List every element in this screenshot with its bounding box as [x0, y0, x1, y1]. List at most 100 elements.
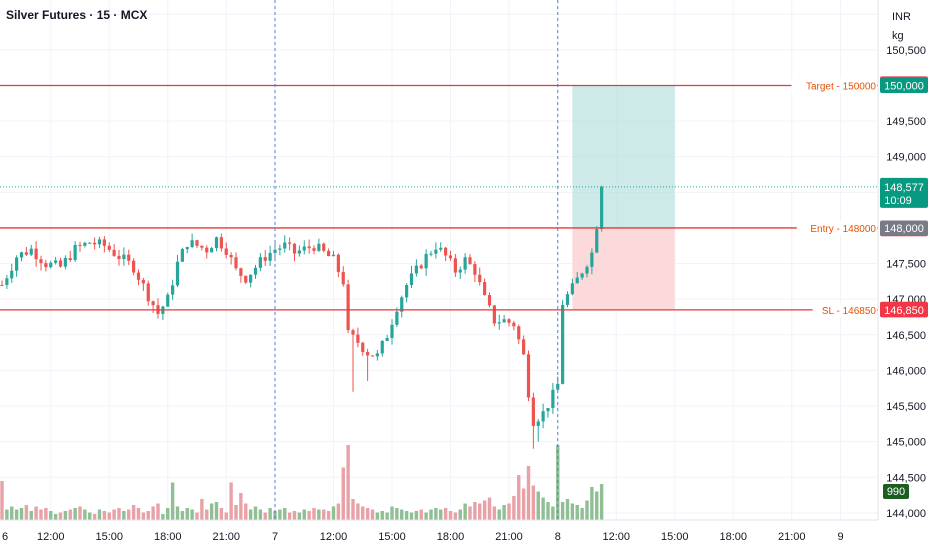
- volume-bar: [409, 512, 414, 520]
- volume-badge-text: 990: [887, 486, 905, 498]
- volume-bar: [395, 508, 399, 520]
- time-tick-label: 21:00: [778, 531, 806, 543]
- volume-bar: [375, 512, 380, 520]
- volume-bar: [521, 488, 526, 520]
- candle-body: [127, 254, 131, 261]
- volume-bar: [590, 487, 594, 520]
- candle-body: [541, 411, 545, 422]
- price-tick-label: 147,500: [886, 259, 926, 271]
- level-lines[interactable]: Target - 150000 Entry - 148000 SL - 146850: [0, 78, 878, 317]
- volume-bar: [68, 509, 72, 520]
- volume-bar: [58, 512, 63, 520]
- candle-body: [68, 258, 72, 261]
- volume-bar: [580, 508, 584, 520]
- volume-bar: [34, 506, 38, 520]
- candle-body: [600, 186, 604, 230]
- candle-body: [141, 279, 145, 284]
- candle-body: [512, 322, 516, 327]
- volume-bar: [292, 511, 297, 520]
- candle-body: [361, 342, 365, 352]
- candle-body: [73, 244, 77, 261]
- candle-body: [517, 326, 521, 340]
- candle-body: [458, 269, 462, 273]
- candle-body: [93, 242, 97, 245]
- currency-button[interactable]: INR: [886, 8, 926, 26]
- volume-bar: [112, 509, 116, 520]
- volume-bar: [297, 512, 302, 520]
- volume-bar: [14, 509, 19, 520]
- candle-body: [575, 277, 579, 284]
- volume-bar: [487, 497, 492, 520]
- volume-bar: [380, 511, 384, 520]
- volume-bar: [151, 506, 155, 520]
- volume-bar: [136, 508, 141, 520]
- volume-bar: [443, 508, 448, 520]
- candle-body: [122, 254, 126, 260]
- candle-body: [366, 351, 370, 356]
- entry-price-tag-text: 148,000: [884, 223, 924, 235]
- candle-body: [88, 242, 92, 244]
- volume-bar: [512, 496, 516, 520]
- target-label: Target - 150000: [806, 81, 876, 92]
- time-tick-label: 15:00: [95, 531, 123, 543]
- candle-body: [112, 249, 116, 256]
- volume-bar: [214, 502, 219, 520]
- bar-countdown-text: 10:09: [884, 195, 912, 207]
- unit-button[interactable]: kg: [886, 27, 926, 45]
- target-label-bg: [791, 78, 877, 93]
- volume-bar: [224, 512, 228, 520]
- sl-label: SL - 146850: [822, 306, 877, 317]
- volume-bar: [209, 503, 214, 520]
- candle-body: [19, 252, 24, 258]
- volume-bar: [258, 509, 263, 520]
- volume-bar: [219, 508, 224, 520]
- time-tick-label: 7: [272, 531, 278, 543]
- candle-body: [166, 294, 170, 307]
- sl-price-tag: [880, 302, 928, 318]
- volume-bar: [317, 509, 321, 520]
- candle-body: [273, 249, 277, 253]
- volume-bar: [336, 503, 341, 520]
- volume-bar: [239, 493, 243, 520]
- volume-bar: [385, 512, 389, 520]
- volume-bar: [541, 497, 545, 520]
- candle-body: [292, 243, 297, 254]
- sl-label-bg: [812, 302, 877, 317]
- volume-bar: [185, 508, 189, 520]
- candle-body: [429, 253, 433, 255]
- candle-body: [249, 274, 253, 283]
- volume-bar: [195, 512, 199, 520]
- candle-body: [278, 248, 282, 250]
- candle-body: [463, 257, 467, 270]
- volume-bar: [268, 508, 272, 520]
- volume-bar: [170, 482, 175, 520]
- time-tick-label: 18:00: [719, 531, 747, 543]
- volume-bar: [302, 509, 306, 520]
- volume-bar: [190, 509, 194, 520]
- volume-bar: [10, 506, 14, 520]
- volume-bar: [253, 506, 258, 520]
- candle-body: [39, 259, 43, 264]
- candle-body: [590, 252, 594, 267]
- volume-bar: [78, 506, 82, 520]
- volume-bar: [5, 509, 9, 520]
- volume-bar: [127, 509, 131, 520]
- candle-body: [190, 240, 194, 247]
- entry-label-bg: [796, 220, 877, 235]
- candle-body: [405, 285, 409, 298]
- time-axis[interactable]: 6 12:00 15:00 18:00 21:00 7 12:00 15:00 18:00 21:…: [0, 519, 878, 543]
- volume-bar: [434, 508, 438, 520]
- target-price-tag: [880, 77, 928, 93]
- volume-bar: [141, 512, 146, 520]
- candle-body: [29, 248, 33, 255]
- volume-bar: [468, 506, 472, 520]
- candle-body: [102, 239, 106, 246]
- position-zones: [572, 85, 675, 310]
- volume-bar: [229, 482, 233, 520]
- candle-body: [497, 322, 501, 324]
- candle-body: [117, 255, 121, 260]
- candle-body: [54, 260, 58, 263]
- candlesticks[interactable]: [0, 185, 604, 449]
- candle-body: [253, 267, 258, 275]
